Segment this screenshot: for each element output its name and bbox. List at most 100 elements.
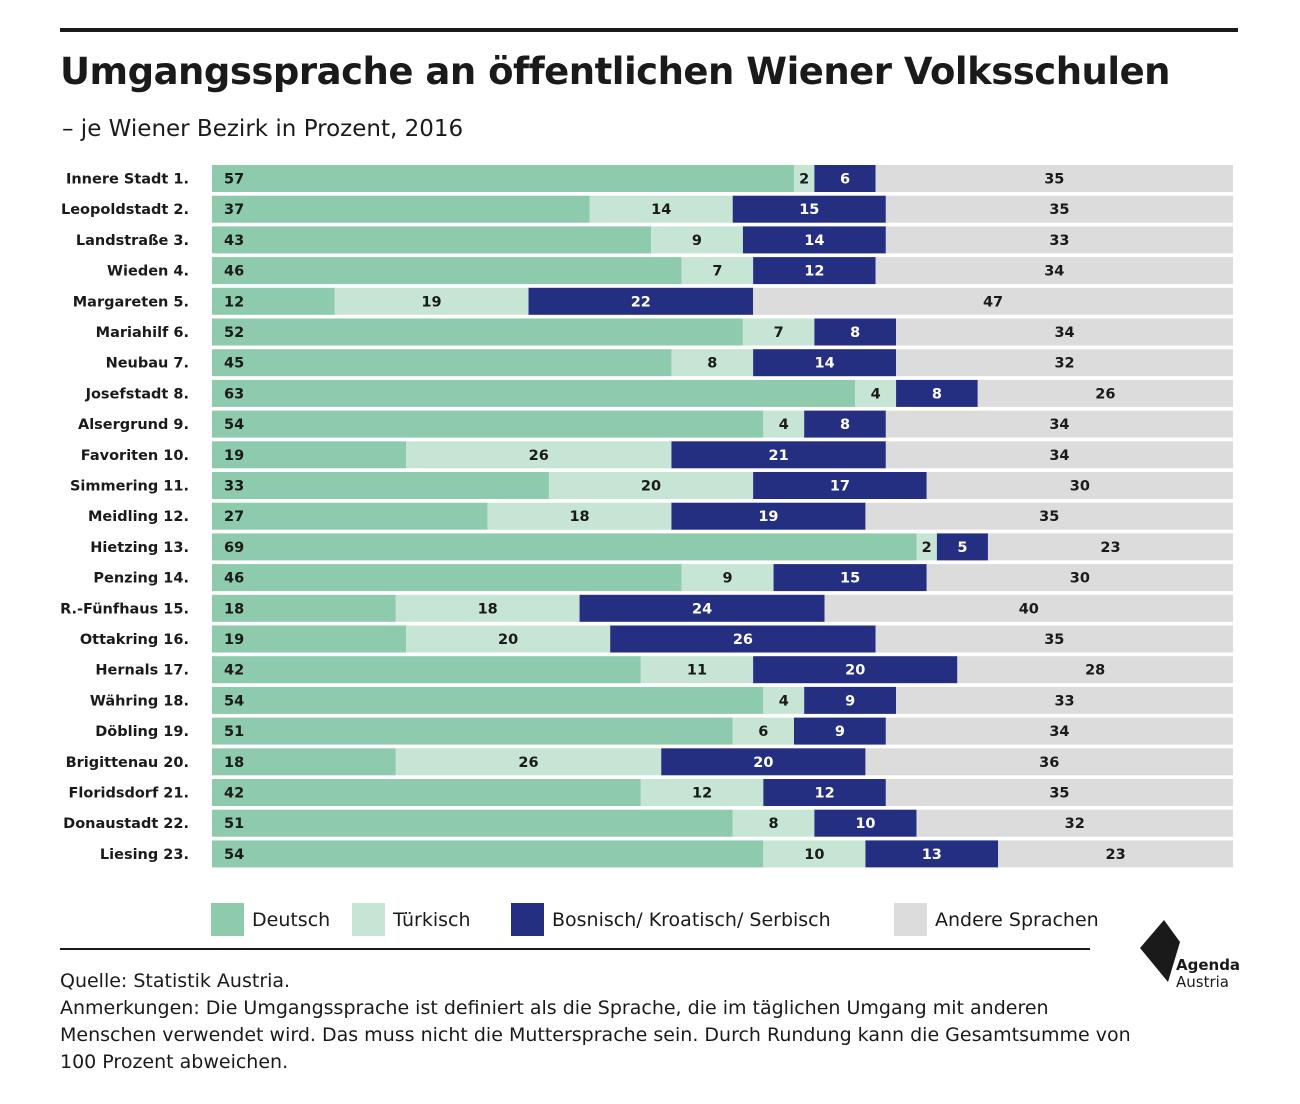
agenda-austria-logo-icon bbox=[1140, 920, 1180, 982]
data-label-bosnisch-kroatisch-serbisch-11: 17 bbox=[830, 479, 850, 495]
category-label-hernals-17: Hernals 17. bbox=[95, 663, 189, 679]
bar-türkisch-3 bbox=[651, 226, 743, 254]
data-label-bosnisch-kroatisch-serbisch-21: 12 bbox=[815, 786, 835, 802]
bar-andere-sprachen-22 bbox=[916, 809, 1233, 837]
bar-deutsch-4 bbox=[212, 257, 682, 285]
data-label-deutsch-8: 63 bbox=[224, 386, 244, 402]
bar-türkisch-23 bbox=[763, 840, 866, 868]
data-label-andere-sprachen-13: 23 bbox=[1100, 540, 1120, 556]
bar-deutsch-6 bbox=[212, 318, 743, 346]
data-label-andere-sprachen-2: 35 bbox=[1049, 202, 1069, 218]
bar-türkisch-7 bbox=[671, 349, 754, 377]
data-label-deutsch-13: 69 bbox=[224, 540, 244, 556]
bar-deutsch-8 bbox=[212, 379, 856, 407]
bar-deutsch-3 bbox=[212, 226, 652, 254]
data-label-türkisch-23: 10 bbox=[804, 847, 824, 863]
notes: Anmerkungen: Die Umgangssprache ist defi… bbox=[60, 997, 1131, 1073]
bar-andere-sprachen-4 bbox=[875, 257, 1233, 285]
data-label-andere-sprachen-18: 33 bbox=[1054, 693, 1074, 709]
legend-item-andere: Andere Sprachen bbox=[894, 903, 1099, 936]
data-label-deutsch-19: 51 bbox=[224, 724, 244, 740]
data-label-türkisch-10: 26 bbox=[529, 448, 549, 464]
data-label-bosnisch-kroatisch-serbisch-15: 24 bbox=[692, 601, 712, 617]
bar-andere-sprachen-8 bbox=[977, 379, 1233, 407]
data-label-andere-sprachen-7: 32 bbox=[1054, 356, 1074, 372]
bar-andere-sprachen-6 bbox=[896, 318, 1233, 346]
data-label-andere-sprachen-17: 28 bbox=[1085, 663, 1105, 679]
bar-andere-sprachen-21 bbox=[885, 779, 1233, 806]
data-label-deutsch-11: 33 bbox=[224, 479, 244, 495]
category-label-r-fünfhaus-15: R.-Fünfhaus 15. bbox=[60, 601, 189, 617]
data-label-deutsch-20: 18 bbox=[224, 755, 244, 771]
data-label-deutsch-6: 52 bbox=[224, 325, 244, 341]
data-label-deutsch-3: 43 bbox=[224, 233, 244, 249]
category-label-josefstadt-8: Josefstadt 8. bbox=[85, 386, 189, 402]
category-label-innere-stadt-1: Innere Stadt 1. bbox=[66, 172, 189, 188]
bar-türkisch-4 bbox=[681, 257, 754, 285]
data-label-andere-sprachen-8: 26 bbox=[1095, 386, 1115, 402]
data-label-deutsch-16: 19 bbox=[224, 632, 244, 648]
category-label-landstraße-3: Landstraße 3. bbox=[76, 233, 189, 249]
bar-bosnisch-kroatisch-serbisch-23 bbox=[865, 840, 999, 868]
category-label-döbling-19: Döbling 19. bbox=[95, 724, 189, 740]
bar-deutsch-7 bbox=[212, 349, 672, 377]
data-label-türkisch-22: 8 bbox=[769, 816, 779, 832]
bar-deutsch-20 bbox=[212, 748, 396, 776]
data-label-türkisch-3: 9 bbox=[692, 233, 702, 249]
data-label-andere-sprachen-14: 30 bbox=[1070, 571, 1090, 587]
bar-bosnisch-kroatisch-serbisch-17 bbox=[753, 656, 958, 684]
data-label-türkisch-1: 2 bbox=[799, 172, 809, 188]
bar-bosnisch-kroatisch-serbisch-10 bbox=[671, 441, 886, 469]
legend-item-tuerkisch: Türkisch bbox=[352, 903, 471, 936]
bar-bosnisch-kroatisch-serbisch-3 bbox=[742, 226, 886, 254]
data-label-andere-sprachen-15: 40 bbox=[1019, 601, 1039, 617]
bar-bosnisch-kroatisch-serbisch-15 bbox=[579, 594, 825, 622]
bar-bosnisch-kroatisch-serbisch-19 bbox=[793, 717, 886, 745]
bar-bosnisch-kroatisch-serbisch-20 bbox=[661, 748, 866, 776]
data-label-türkisch-17: 11 bbox=[687, 663, 707, 679]
legend-item-deutsch: Deutsch bbox=[211, 903, 330, 936]
bar-bosnisch-kroatisch-serbisch-12 bbox=[671, 502, 866, 530]
data-label-deutsch-17: 42 bbox=[224, 663, 244, 679]
bar-andere-sprachen-1 bbox=[875, 165, 1233, 192]
data-label-deutsch-9: 54 bbox=[224, 417, 244, 433]
bar-deutsch-13 bbox=[212, 533, 917, 561]
data-label-türkisch-9: 4 bbox=[779, 417, 789, 433]
data-label-andere-sprachen-4: 34 bbox=[1044, 264, 1064, 280]
data-label-deutsch-10: 19 bbox=[224, 448, 244, 464]
data-label-bosnisch-kroatisch-serbisch-12: 19 bbox=[758, 509, 778, 525]
data-label-deutsch-5: 12 bbox=[224, 294, 244, 310]
data-label-türkisch-16: 20 bbox=[498, 632, 518, 648]
bar-bosnisch-kroatisch-serbisch-13 bbox=[936, 533, 988, 561]
bar-türkisch-1 bbox=[793, 165, 815, 192]
data-label-bosnisch-kroatisch-serbisch-8: 8 bbox=[932, 386, 942, 402]
bar-bosnisch-kroatisch-serbisch-6 bbox=[814, 318, 897, 346]
bar-bosnisch-kroatisch-serbisch-18 bbox=[804, 686, 897, 714]
data-label-deutsch-14: 46 bbox=[224, 571, 244, 587]
data-label-bosnisch-kroatisch-serbisch-19: 9 bbox=[835, 724, 845, 740]
bar-andere-sprachen-20 bbox=[865, 748, 1233, 776]
data-label-türkisch-13: 2 bbox=[922, 540, 932, 556]
category-label-brigittenau-20: Brigittenau 20. bbox=[66, 755, 189, 771]
bar-andere-sprachen-11 bbox=[926, 472, 1233, 499]
bar-andere-sprachen-2 bbox=[885, 195, 1233, 223]
bar-deutsch-10 bbox=[212, 441, 406, 469]
bar-andere-sprachen-5 bbox=[753, 287, 1233, 315]
legend-label-deutsch: Deutsch bbox=[252, 908, 331, 931]
data-label-bosnisch-kroatisch-serbisch-7: 14 bbox=[815, 356, 835, 372]
bar-andere-sprachen-10 bbox=[885, 441, 1233, 469]
bar-bosnisch-kroatisch-serbisch-21 bbox=[763, 779, 886, 806]
bar-türkisch-10 bbox=[405, 441, 672, 469]
bar-deutsch-21 bbox=[212, 779, 641, 806]
category-label-penzing-14: Penzing 14. bbox=[93, 571, 189, 587]
category-label-alsergrund-9: Alsergrund 9. bbox=[78, 417, 189, 433]
data-label-andere-sprachen-10: 34 bbox=[1049, 448, 1069, 464]
bar-deutsch-1 bbox=[212, 165, 794, 192]
bottom-rule bbox=[60, 948, 1090, 950]
legend-swatch-tuerkisch bbox=[352, 903, 385, 936]
data-label-türkisch-4: 7 bbox=[712, 264, 722, 280]
bar-türkisch-12 bbox=[487, 502, 672, 530]
bar-türkisch-18 bbox=[763, 686, 805, 714]
category-label-mariahilf-6: Mariahilf 6. bbox=[96, 325, 189, 341]
